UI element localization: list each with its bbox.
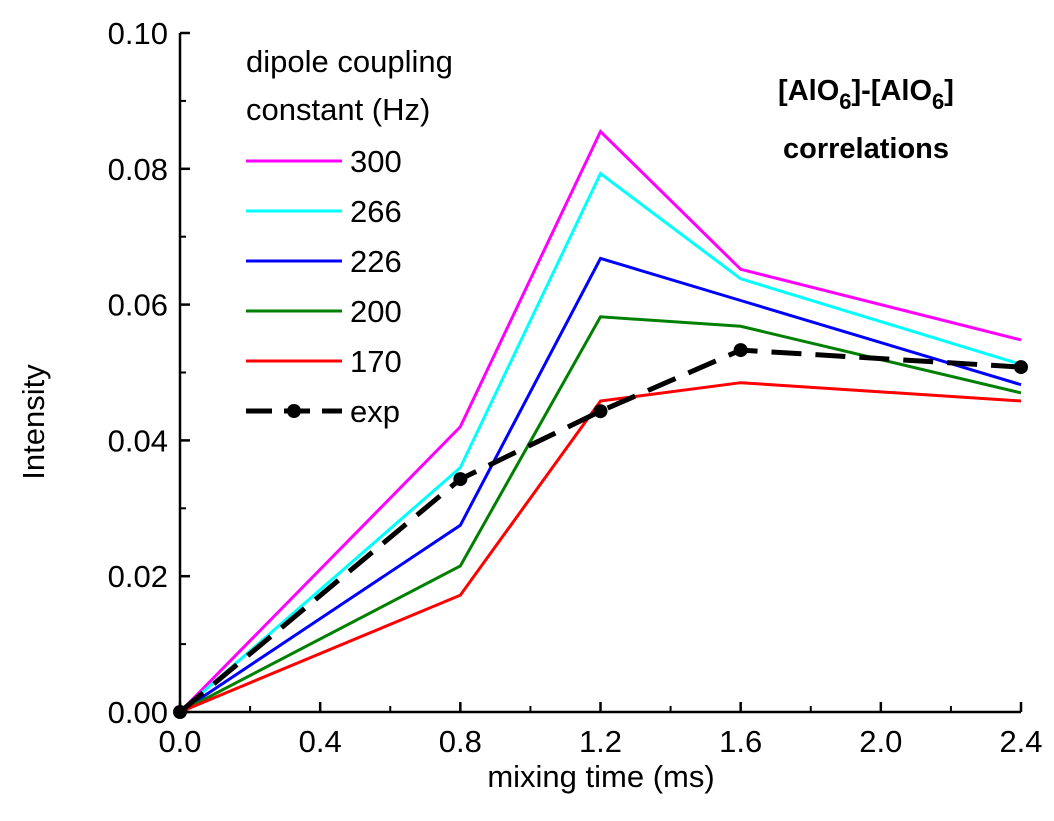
y-tick-label: 0.02 — [108, 559, 168, 594]
x-tick-label: 0.0 — [158, 724, 201, 759]
series-line-exp — [178, 347, 1022, 714]
y-tick-label: 0.00 — [108, 695, 168, 730]
series-line-200 — [179, 315, 1022, 714]
x-tick-label: 2.0 — [859, 724, 902, 759]
marker-exp-1 — [453, 472, 468, 487]
legend-label-170: 170 — [350, 344, 402, 379]
y-axis: 0.00 0.02 0.04 0.06 0.08 0.10 — [108, 16, 190, 730]
x-axis-title: mixing time (ms) — [487, 759, 714, 794]
series-line-226 — [179, 256, 1022, 714]
series-line-266 — [179, 171, 1022, 714]
x-tick-label: 1.6 — [719, 724, 762, 759]
legend-label-266: 266 — [350, 194, 402, 229]
series-line-300 — [178, 128, 1022, 714]
legend-label-200: 200 — [350, 294, 402, 329]
legend-entries: 300 266 226 200 170 exp — [246, 144, 402, 429]
plot-lines — [173, 128, 1028, 719]
legend-title-line-2: constant (Hz) — [246, 92, 430, 127]
y-tick-label: 0.04 — [108, 423, 168, 458]
x-tick-label: 1.2 — [579, 724, 622, 759]
legend-label-exp: exp — [350, 394, 400, 429]
series-line-170 — [179, 381, 1022, 714]
annotation-line-1: [AlO6]-[AlO6] — [778, 75, 954, 114]
legend: dipole coupling constant (Hz) 300 266 226 2… — [246, 44, 453, 429]
x-tick-label: 0.8 — [439, 724, 482, 759]
y-axis-title: Intensity — [16, 364, 51, 480]
legend-label-300: 300 — [350, 144, 402, 179]
marker-exp-3 — [733, 343, 748, 358]
y-tick-label: 0.06 — [108, 288, 168, 323]
legend-title-line-1: dipole coupling — [246, 44, 453, 79]
legend-label-226: 226 — [350, 244, 402, 279]
marker-exp-4 — [1014, 360, 1028, 375]
annotation-line-2: correlations — [783, 133, 949, 165]
y-tick-label: 0.10 — [108, 16, 168, 51]
x-axis: 0.0 0.4 0.8 1.2 1.6 2.0 2.4 — [158, 702, 1043, 759]
x-tick-label: 2.4 — [999, 724, 1042, 759]
y-tick-label: 0.08 — [108, 152, 168, 187]
legend-marker-exp — [287, 404, 301, 418]
marker-exp-2 — [593, 404, 608, 419]
x-tick-label: 0.4 — [299, 724, 342, 759]
